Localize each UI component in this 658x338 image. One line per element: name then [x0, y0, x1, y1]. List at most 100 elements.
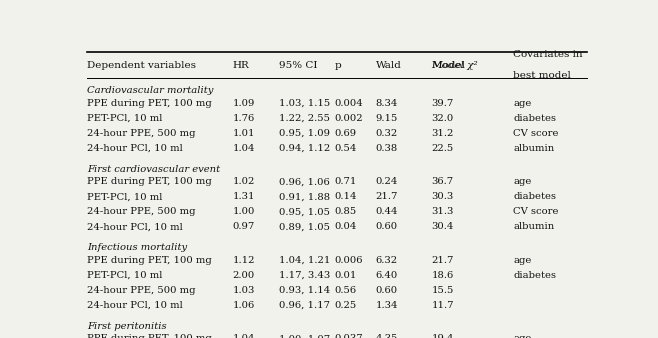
Text: 32.0: 32.0 — [432, 114, 454, 123]
Text: p: p — [335, 61, 342, 70]
Text: 0.89, 1.05: 0.89, 1.05 — [278, 222, 330, 232]
Text: 36.7: 36.7 — [432, 177, 453, 186]
Text: 22.5: 22.5 — [432, 144, 454, 153]
Text: 1.04: 1.04 — [233, 144, 255, 153]
Text: CV score: CV score — [513, 129, 559, 138]
Text: 1.31: 1.31 — [233, 192, 255, 201]
Text: 1.04: 1.04 — [233, 334, 255, 338]
Text: PPE during PET, 100 mg: PPE during PET, 100 mg — [88, 334, 212, 338]
Text: age: age — [513, 334, 532, 338]
Text: 1.76: 1.76 — [233, 114, 255, 123]
Text: Wald: Wald — [376, 61, 401, 70]
Text: 19.4: 19.4 — [432, 334, 454, 338]
Text: 24-hour PCl, 10 ml: 24-hour PCl, 10 ml — [88, 222, 183, 232]
Text: HR: HR — [233, 61, 249, 70]
Text: 0.01: 0.01 — [335, 271, 357, 280]
Text: diabetes: diabetes — [513, 114, 556, 123]
Text: 1.00: 1.00 — [233, 208, 255, 216]
Text: 0.95, 1.09: 0.95, 1.09 — [278, 129, 330, 138]
Text: 18.6: 18.6 — [432, 271, 454, 280]
Text: 0.91, 1.88: 0.91, 1.88 — [278, 192, 330, 201]
Text: PET-PCl, 10 ml: PET-PCl, 10 ml — [88, 271, 163, 280]
Text: 21.7: 21.7 — [376, 192, 398, 201]
Text: 95% CI: 95% CI — [278, 61, 317, 70]
Text: 30.4: 30.4 — [432, 222, 454, 232]
Text: 0.44: 0.44 — [376, 208, 398, 216]
Text: PPE during PET, 100 mg: PPE during PET, 100 mg — [88, 99, 212, 107]
Text: 0.96, 1.06: 0.96, 1.06 — [278, 177, 330, 186]
Text: 0.94, 1.12: 0.94, 1.12 — [278, 144, 330, 153]
Text: 0.69: 0.69 — [335, 129, 357, 138]
Text: PPE during PET, 100 mg: PPE during PET, 100 mg — [88, 256, 212, 265]
Text: 1.06: 1.06 — [233, 301, 255, 310]
Text: Dependent variables: Dependent variables — [88, 61, 196, 70]
Text: 24-hour PPE, 500 mg: 24-hour PPE, 500 mg — [88, 286, 196, 295]
Text: PET-PCl, 10 ml: PET-PCl, 10 ml — [88, 192, 163, 201]
Text: 0.54: 0.54 — [335, 144, 357, 153]
Text: 1.02: 1.02 — [233, 177, 255, 186]
Text: First peritonitis: First peritonitis — [88, 322, 167, 331]
Text: Model: Model — [432, 61, 468, 70]
Text: albumin: albumin — [513, 222, 555, 232]
Text: PPE during PET, 100 mg: PPE during PET, 100 mg — [88, 177, 212, 186]
Text: 31.2: 31.2 — [432, 129, 454, 138]
Text: 9.15: 9.15 — [376, 114, 398, 123]
Text: 0.97: 0.97 — [233, 222, 255, 232]
Text: PET-PCl, 10 ml: PET-PCl, 10 ml — [88, 114, 163, 123]
Text: 24-hour PPE, 500 mg: 24-hour PPE, 500 mg — [88, 129, 196, 138]
Text: 0.93, 1.14: 0.93, 1.14 — [278, 286, 330, 295]
Text: 6.32: 6.32 — [376, 256, 397, 265]
Text: 0.96, 1.17: 0.96, 1.17 — [278, 301, 330, 310]
Text: CV score: CV score — [513, 208, 559, 216]
Text: 1.03, 1.15: 1.03, 1.15 — [278, 99, 330, 107]
Text: 6.40: 6.40 — [376, 271, 397, 280]
Text: 0.85: 0.85 — [335, 208, 357, 216]
Text: 30.3: 30.3 — [432, 192, 454, 201]
Text: 0.037: 0.037 — [335, 334, 363, 338]
Text: Model χ²: Model χ² — [432, 61, 478, 70]
Text: age: age — [513, 99, 532, 107]
Text: 39.7: 39.7 — [432, 99, 454, 107]
Text: 0.60: 0.60 — [376, 286, 397, 295]
Text: 0.71: 0.71 — [335, 177, 357, 186]
Text: 1.04, 1.21: 1.04, 1.21 — [278, 256, 330, 265]
Text: 0.25: 0.25 — [335, 301, 357, 310]
Text: Covariates in: Covariates in — [513, 50, 583, 59]
Text: 0.38: 0.38 — [376, 144, 397, 153]
Text: 1.22, 2.55: 1.22, 2.55 — [278, 114, 330, 123]
Text: age: age — [513, 256, 532, 265]
Text: 15.5: 15.5 — [432, 286, 454, 295]
Text: 24-hour PCl, 10 ml: 24-hour PCl, 10 ml — [88, 301, 183, 310]
Text: 0.32: 0.32 — [376, 129, 397, 138]
Text: 31.3: 31.3 — [432, 208, 454, 216]
Text: 0.002: 0.002 — [335, 114, 363, 123]
Text: 0.56: 0.56 — [335, 286, 357, 295]
Text: Infectious mortality: Infectious mortality — [88, 243, 188, 252]
Text: diabetes: diabetes — [513, 192, 556, 201]
Text: First cardiovascular event: First cardiovascular event — [88, 165, 220, 174]
Text: 0.006: 0.006 — [335, 256, 363, 265]
Text: Cardiovascular mortality: Cardiovascular mortality — [88, 86, 214, 95]
Text: 0.60: 0.60 — [376, 222, 397, 232]
Text: 8.34: 8.34 — [376, 99, 398, 107]
Text: diabetes: diabetes — [513, 271, 556, 280]
Text: age: age — [513, 177, 532, 186]
Text: 1.03: 1.03 — [233, 286, 255, 295]
Text: best model: best model — [513, 71, 571, 80]
Text: 1.34: 1.34 — [376, 301, 398, 310]
Text: 2.00: 2.00 — [233, 271, 255, 280]
Text: 1.09: 1.09 — [233, 99, 255, 107]
Text: 0.004: 0.004 — [335, 99, 363, 107]
Text: 4.35: 4.35 — [376, 334, 398, 338]
Text: 1.12: 1.12 — [233, 256, 255, 265]
Text: 0.95, 1.05: 0.95, 1.05 — [278, 208, 330, 216]
Text: 1.00, 1.07: 1.00, 1.07 — [278, 334, 330, 338]
Text: 24-hour PPE, 500 mg: 24-hour PPE, 500 mg — [88, 208, 196, 216]
Text: 0.04: 0.04 — [335, 222, 357, 232]
Text: 1.17, 3.43: 1.17, 3.43 — [278, 271, 330, 280]
Text: 0.14: 0.14 — [335, 192, 357, 201]
Text: 21.7: 21.7 — [432, 256, 454, 265]
Text: 1.01: 1.01 — [233, 129, 255, 138]
Text: 11.7: 11.7 — [432, 301, 454, 310]
Text: 0.24: 0.24 — [376, 177, 398, 186]
